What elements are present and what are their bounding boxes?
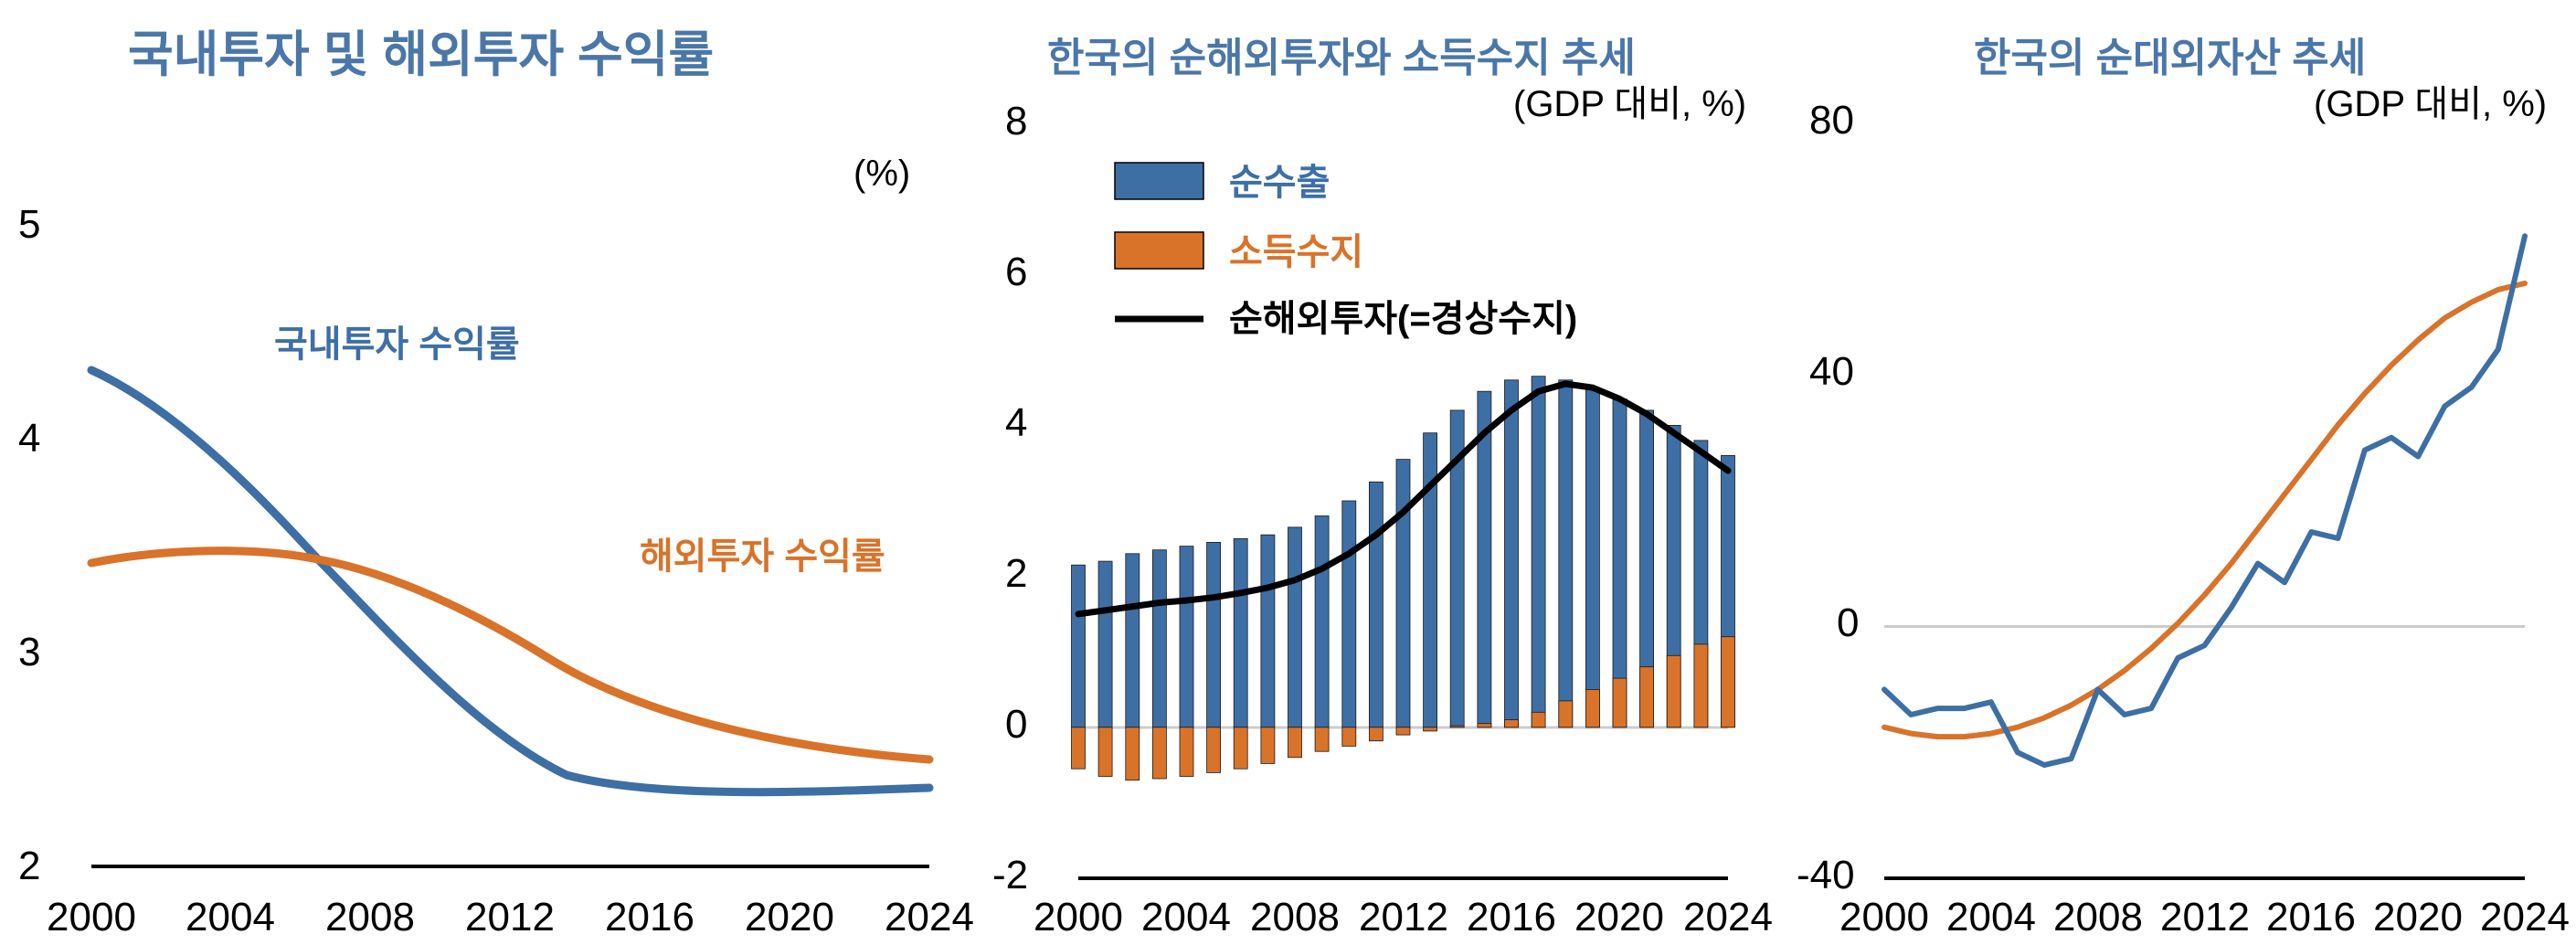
svg-text:2004: 2004 xyxy=(1141,895,1231,940)
svg-text:국내투자 및 해외투자 수익률: 국내투자 및 해외투자 수익률 xyxy=(128,27,714,82)
svg-text:80: 80 xyxy=(1809,98,1854,143)
svg-text:2012: 2012 xyxy=(2160,895,2250,940)
svg-text:국내투자 수익률: 국내투자 수익률 xyxy=(274,324,520,365)
svg-text:2016: 2016 xyxy=(2266,895,2356,940)
svg-text:순수출: 순수출 xyxy=(1229,163,1330,203)
svg-text:2016: 2016 xyxy=(605,895,694,940)
svg-text:2004: 2004 xyxy=(1946,895,2036,940)
svg-text:2024: 2024 xyxy=(1683,895,1773,940)
svg-text:2000: 2000 xyxy=(1839,895,1929,940)
svg-text:소득수지: 소득수지 xyxy=(1229,232,1363,272)
svg-text:4: 4 xyxy=(1005,400,1027,445)
svg-text:6: 6 xyxy=(1005,250,1027,294)
svg-text:(GDP 대비, %): (GDP 대비, %) xyxy=(1513,84,1746,124)
svg-text:(%): (%) xyxy=(853,154,910,194)
svg-text:2: 2 xyxy=(1005,551,1027,596)
svg-text:한국의 순대외자산 추세: 한국의 순대외자산 추세 xyxy=(1974,36,2366,80)
svg-text:0: 0 xyxy=(1837,600,1859,645)
svg-text:2024: 2024 xyxy=(2480,895,2570,940)
svg-text:2016: 2016 xyxy=(1467,895,1556,940)
svg-text:4: 4 xyxy=(18,416,40,461)
svg-text:40: 40 xyxy=(1809,349,1854,394)
svg-text:2020: 2020 xyxy=(2373,895,2463,940)
svg-text:2024: 2024 xyxy=(885,895,974,940)
svg-text:2008: 2008 xyxy=(2053,895,2143,940)
svg-text:3: 3 xyxy=(18,630,40,674)
svg-text:2012: 2012 xyxy=(465,895,555,940)
svg-text:5: 5 xyxy=(18,202,40,247)
svg-text:2020: 2020 xyxy=(745,895,834,940)
svg-text:2012: 2012 xyxy=(1359,895,1448,940)
svg-text:2004: 2004 xyxy=(186,895,275,940)
svg-text:2020: 2020 xyxy=(1574,895,1664,940)
svg-text:해외투자 수익률: 해외투자 수익률 xyxy=(640,536,885,577)
svg-text:2008: 2008 xyxy=(325,895,415,940)
svg-text:2: 2 xyxy=(18,844,40,888)
svg-text:-2: -2 xyxy=(992,853,1028,897)
svg-text:순해외투자(=경상수지): 순해외투자(=경상수지) xyxy=(1229,299,1577,339)
svg-text:-40: -40 xyxy=(1797,853,1855,897)
svg-text:2000: 2000 xyxy=(47,895,136,940)
svg-text:한국의 순해외투자와 소득수지 추세: 한국의 순해외투자와 소득수지 추세 xyxy=(1047,36,1636,80)
svg-text:2000: 2000 xyxy=(1034,895,1123,940)
svg-text:0: 0 xyxy=(1005,702,1027,747)
svg-text:2008: 2008 xyxy=(1250,895,1340,940)
svg-text:(GDP 대비, %): (GDP 대비, %) xyxy=(2314,84,2547,124)
svg-text:8: 8 xyxy=(1005,99,1027,143)
